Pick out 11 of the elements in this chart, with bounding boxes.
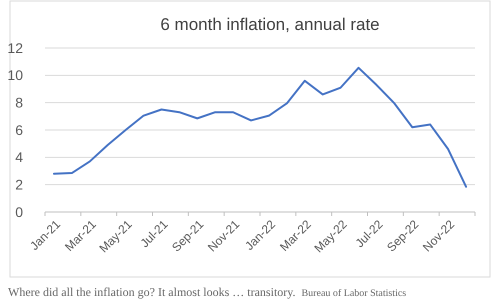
chart-title: 6 month inflation, annual rate <box>160 15 380 34</box>
text: Bureau of Labor Statistics <box>302 288 406 299</box>
y-tick-label: 6 <box>15 122 24 138</box>
y-tick-label: 8 <box>15 94 24 111</box>
y-tick-label: 0 <box>15 204 24 220</box>
y-tick-label: 10 <box>7 67 24 84</box>
y-tick-label: 4 <box>15 149 24 166</box>
y-tick-label: 12 <box>7 40 24 56</box>
text: Where did all the inflation go? It almost looks … transitory. <box>8 285 296 299</box>
y-tick-label: 2 <box>15 176 24 193</box>
line-series <box>52 66 468 188</box>
